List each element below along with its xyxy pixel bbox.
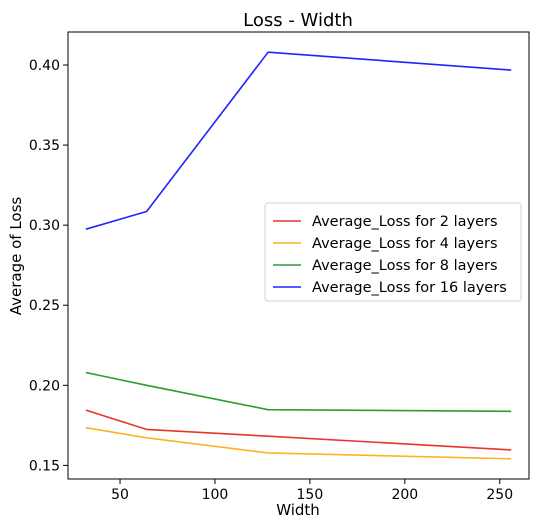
x-tick-label: 200 (391, 487, 418, 503)
legend-box (264, 202, 522, 302)
y-tick-label: 0.25 (29, 298, 60, 314)
x-axis: 50 100 150 200 250 (111, 479, 513, 503)
x-tick-label: 250 (486, 487, 513, 503)
series-line-4 (85, 51, 512, 230)
x-axis-label: Width (276, 501, 320, 519)
x-tick-label: 150 (297, 487, 324, 503)
series-line-1 (85, 409, 512, 451)
legend-label-2: Average_Loss for 4 layers (312, 236, 498, 252)
legend-label-4: Average_Loss for 16 layers (312, 280, 507, 296)
y-tick-label: 0.35 (29, 138, 60, 154)
legend-label-1: Average_Loss for 2 layers (312, 214, 498, 230)
y-axis: 0.15 0.20 0.25 0.30 0.35 0.40 (29, 58, 68, 474)
y-tick-label: 0.40 (29, 58, 60, 74)
y-tick-label: 0.15 (29, 458, 60, 474)
series-line-2 (85, 426, 512, 460)
y-tick-label: 0.20 (29, 378, 60, 394)
plot-frame (67, 31, 530, 480)
x-tick-label: 50 (111, 487, 129, 503)
chart-title: Loss - Width (243, 10, 353, 31)
legend-label-3: Average_Loss for 8 layers (312, 258, 498, 274)
y-tick-label: 0.30 (29, 218, 60, 234)
y-axis-label: Average of Loss (7, 197, 25, 316)
x-tick-label: 100 (202, 487, 229, 503)
series-lines (85, 51, 512, 460)
series-line-3 (85, 371, 512, 413)
legend: Average_Loss for 2 layers Average_Loss fo… (264, 202, 522, 302)
